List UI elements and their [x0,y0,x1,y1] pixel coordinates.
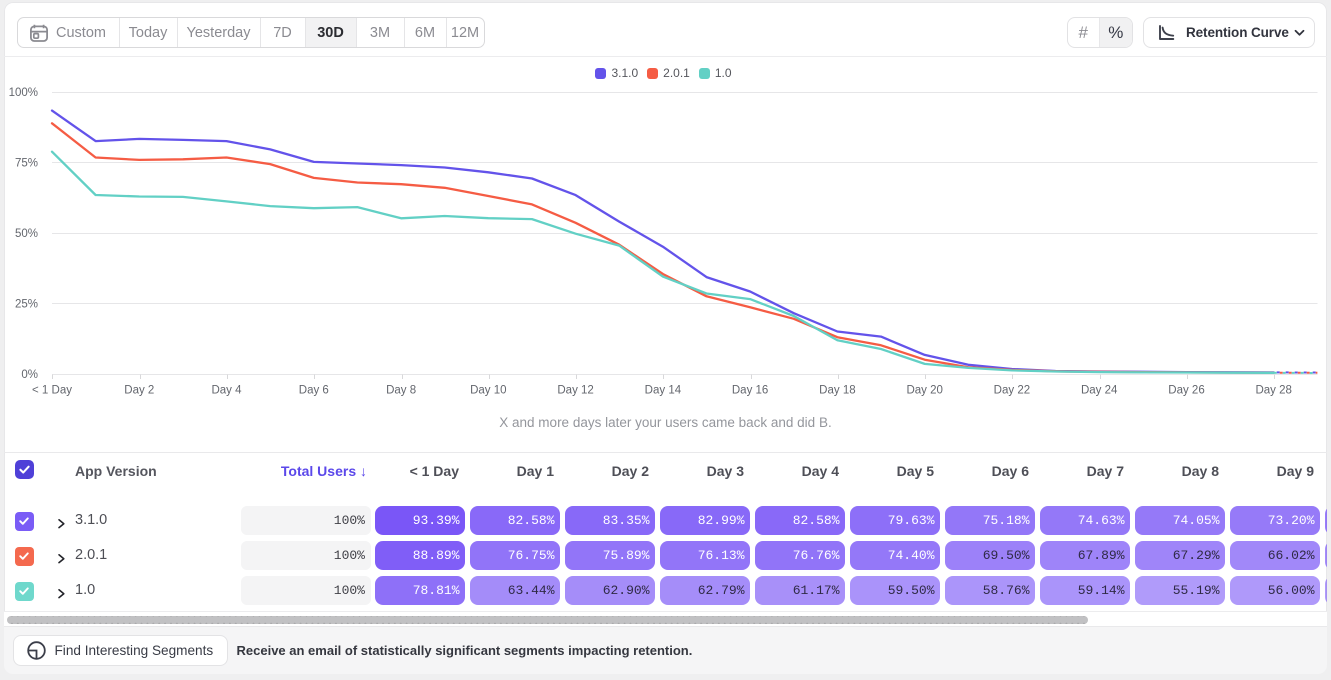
svg-text:25%: 25% [15,299,38,311]
svg-text:Day 24: Day 24 [1081,384,1118,396]
svg-text:Day 4: Day 4 [211,384,242,396]
svg-text:Day 6: Day 6 [299,384,329,396]
svg-text:Day 10: Day 10 [470,384,506,396]
svg-text:Day 20: Day 20 [906,384,942,396]
svg-text:Day 22: Day 22 [994,384,1030,396]
svg-text:< 1 Day: < 1 Day [32,384,72,396]
svg-text:Day 28: Day 28 [1255,384,1291,396]
svg-text:Day 8: Day 8 [386,384,416,396]
svg-text:Day 18: Day 18 [819,384,855,396]
svg-text:0%: 0% [21,369,38,381]
svg-text:Day 14: Day 14 [645,384,682,396]
svg-text:75%: 75% [15,158,38,170]
svg-text:Day 26: Day 26 [1168,384,1204,396]
svg-text:100%: 100% [9,87,38,99]
svg-text:Day 2: Day 2 [124,384,154,396]
svg-text:Day 16: Day 16 [732,384,768,396]
svg-text:50%: 50% [15,228,38,240]
svg-text:Day 12: Day 12 [557,384,593,396]
